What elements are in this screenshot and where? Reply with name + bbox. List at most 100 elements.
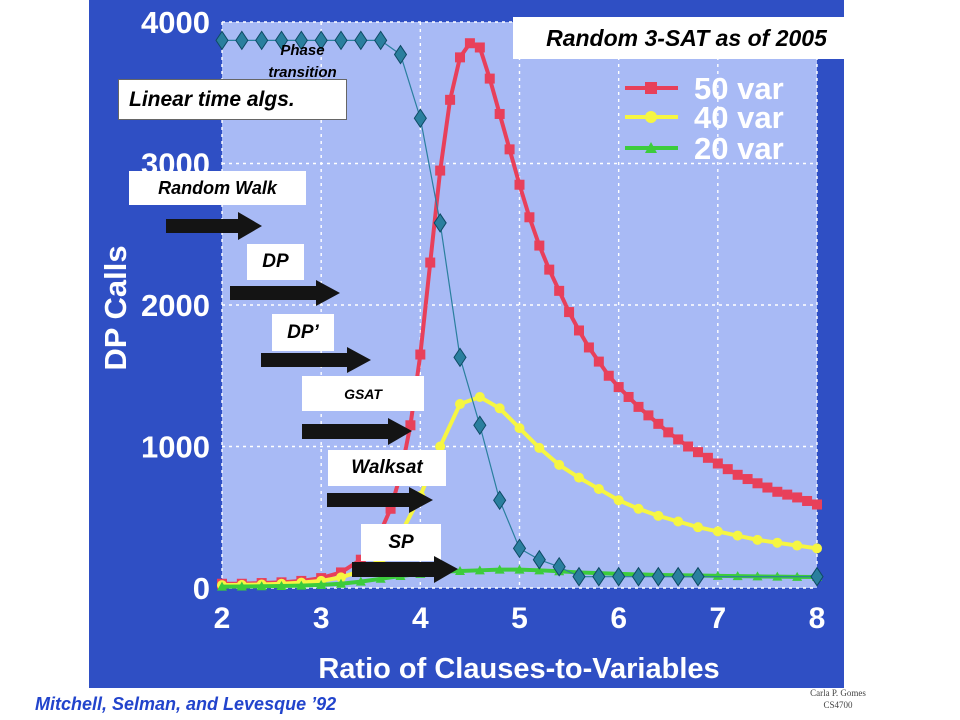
data-point bbox=[683, 441, 694, 452]
x-tick-label: 5 bbox=[511, 602, 528, 635]
data-point bbox=[792, 492, 803, 503]
data-point bbox=[534, 442, 545, 453]
linear-time-label: Linear time algs. bbox=[118, 79, 347, 120]
data-point bbox=[512, 538, 527, 559]
legend-marker bbox=[645, 111, 657, 123]
data-point bbox=[474, 42, 485, 53]
data-point bbox=[643, 410, 654, 421]
data-point bbox=[217, 581, 227, 591]
data-point bbox=[473, 415, 487, 436]
algo-label-walksat: Walksat bbox=[328, 450, 446, 486]
data-point bbox=[494, 564, 505, 574]
data-point bbox=[623, 391, 634, 402]
x-tick-label: 8 bbox=[809, 602, 826, 635]
legend-label: 20 var bbox=[694, 131, 784, 166]
data-point bbox=[405, 420, 416, 431]
data-point bbox=[435, 165, 446, 176]
data-point bbox=[375, 573, 386, 583]
data-point bbox=[514, 423, 525, 434]
data-point bbox=[354, 30, 368, 51]
data-point bbox=[554, 285, 565, 296]
y-axis-label: DP Calls bbox=[98, 245, 133, 370]
data-point bbox=[613, 382, 624, 393]
data-point bbox=[633, 401, 644, 412]
data-point bbox=[564, 307, 575, 318]
walksat-arrow-icon bbox=[327, 487, 433, 513]
phase-transition-label: Phase transition bbox=[250, 40, 355, 84]
data-point bbox=[693, 447, 703, 458]
data-point bbox=[484, 73, 495, 84]
data-point bbox=[393, 44, 408, 65]
algo-label-dp-prime: DP’ bbox=[272, 314, 334, 351]
y-tick-label: 4000 bbox=[141, 5, 210, 40]
data-point bbox=[425, 257, 436, 268]
data-point bbox=[663, 427, 674, 438]
data-point bbox=[653, 510, 664, 521]
data-point bbox=[810, 566, 824, 587]
data-point bbox=[445, 94, 456, 105]
data-point bbox=[336, 572, 346, 583]
data-point bbox=[732, 469, 743, 480]
data-point bbox=[374, 30, 388, 51]
data-point bbox=[752, 571, 763, 581]
data-point bbox=[772, 537, 783, 548]
data-point bbox=[651, 566, 665, 587]
data-point bbox=[732, 530, 743, 541]
data-point bbox=[631, 566, 646, 587]
data-point bbox=[474, 391, 485, 402]
data-point bbox=[294, 30, 308, 51]
data-point bbox=[671, 566, 685, 587]
data-point bbox=[534, 565, 545, 575]
data-point bbox=[612, 566, 626, 587]
data-point bbox=[592, 566, 606, 587]
algo-label-sp: SP bbox=[361, 524, 441, 561]
data-point bbox=[236, 581, 247, 591]
legend-marker bbox=[645, 142, 657, 153]
data-point bbox=[603, 370, 614, 381]
data-point bbox=[355, 576, 366, 586]
data-point bbox=[493, 490, 507, 511]
data-point bbox=[256, 581, 267, 591]
data-point bbox=[455, 52, 465, 63]
data-point bbox=[534, 240, 545, 251]
data-point bbox=[792, 540, 803, 551]
legend-label: 40 var bbox=[694, 100, 784, 135]
data-point bbox=[712, 570, 723, 580]
data-point bbox=[653, 418, 664, 429]
y-tick-label: 0 bbox=[193, 571, 210, 606]
data-point bbox=[691, 566, 705, 587]
x-tick-labels: 2 3 4 5 6 7 8 bbox=[214, 602, 826, 635]
data-point bbox=[782, 489, 793, 500]
data-point bbox=[812, 499, 822, 510]
data-point bbox=[314, 30, 328, 51]
random-walk-arrow-icon bbox=[166, 212, 262, 240]
data-point bbox=[215, 30, 229, 51]
algo-label-gsat: GSAT bbox=[302, 376, 424, 411]
data-point bbox=[474, 565, 485, 575]
data-point bbox=[742, 474, 753, 485]
x-tick-label: 6 bbox=[610, 602, 627, 635]
data-point bbox=[255, 30, 269, 51]
data-point bbox=[633, 503, 644, 514]
data-point bbox=[613, 495, 624, 506]
x-axis-label: Ratio of Clauses-to-Variables bbox=[318, 653, 719, 685]
data-point bbox=[593, 356, 604, 367]
data-point bbox=[336, 578, 346, 588]
data-point bbox=[514, 564, 525, 574]
data-point bbox=[494, 403, 505, 414]
data-point bbox=[276, 581, 287, 591]
data-point bbox=[574, 472, 584, 483]
data-point bbox=[433, 213, 447, 233]
data-point bbox=[693, 522, 703, 533]
series-group bbox=[215, 30, 824, 591]
series-probability bbox=[215, 30, 824, 587]
data-point bbox=[453, 347, 467, 368]
data-point bbox=[732, 571, 743, 581]
x-tick-label: 3 bbox=[313, 602, 330, 635]
footer-course: CS4700 bbox=[823, 700, 853, 710]
x-tick-label: 7 bbox=[709, 602, 726, 635]
data-point bbox=[296, 580, 307, 590]
data-point bbox=[802, 495, 813, 506]
data-point bbox=[574, 325, 584, 336]
